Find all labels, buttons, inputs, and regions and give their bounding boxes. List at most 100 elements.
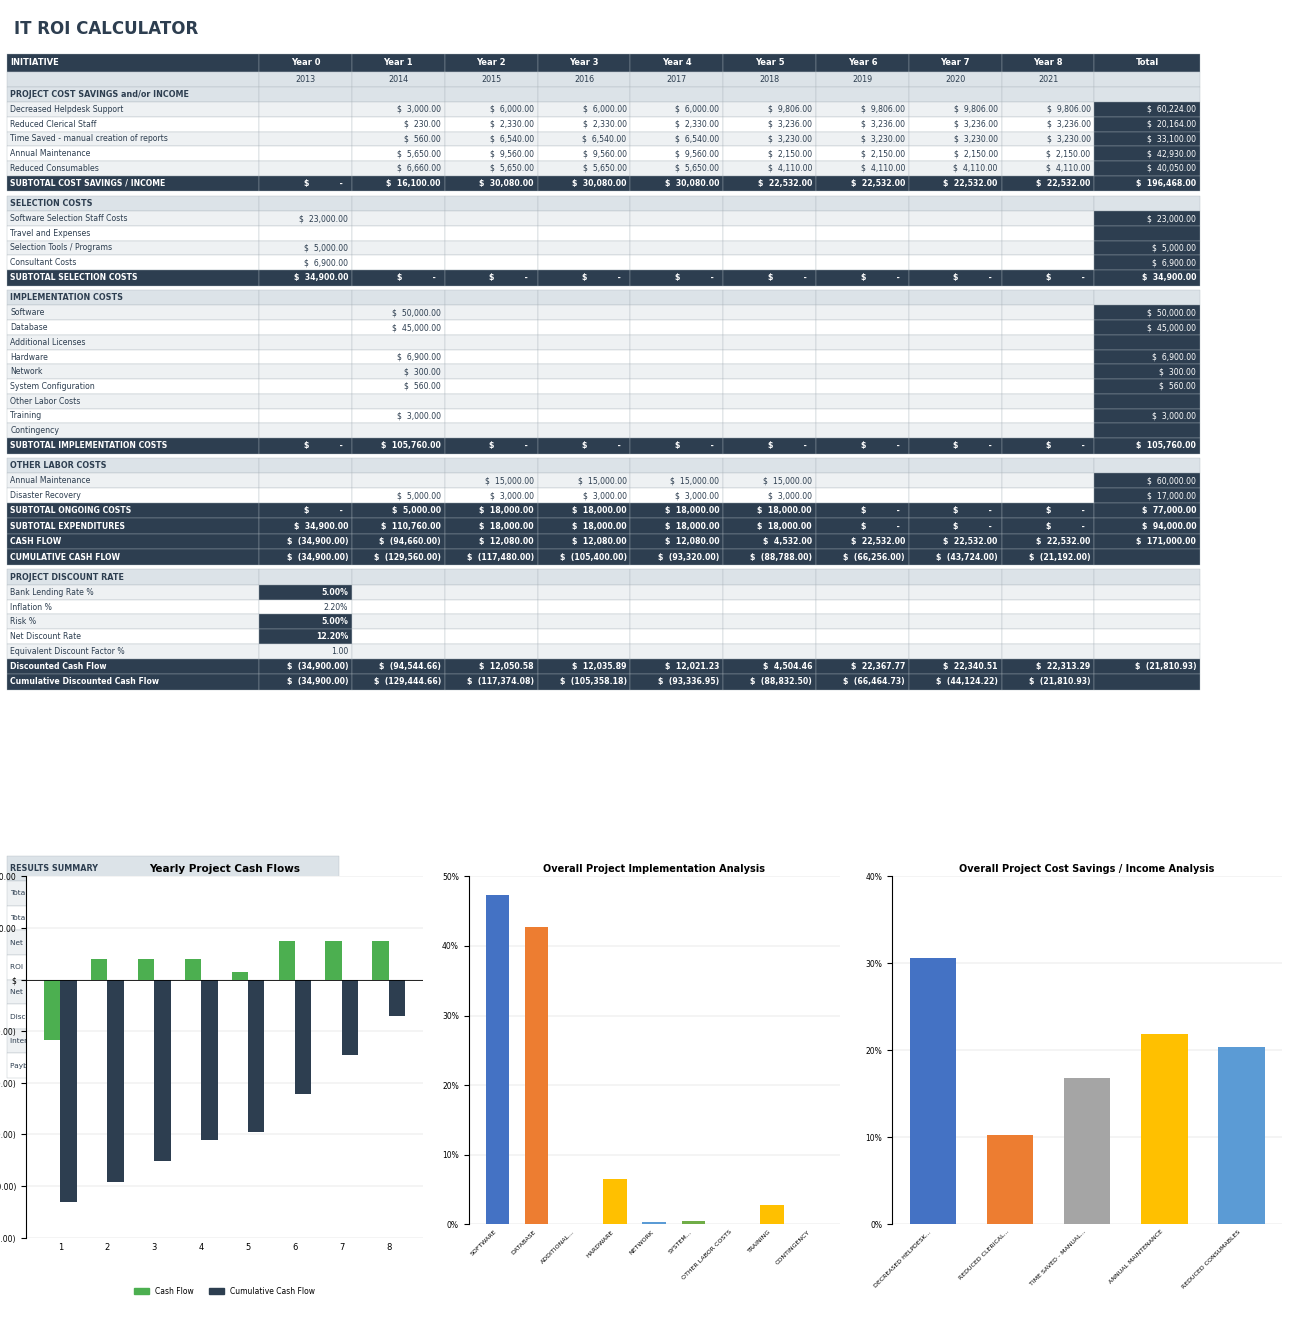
Text: $  300.00: $ 300.00 xyxy=(1160,367,1197,376)
Bar xyxy=(352,241,445,256)
Text: Year 5: Year 5 xyxy=(755,58,784,67)
Text: $  (117,480.00): $ (117,480.00) xyxy=(466,553,534,562)
Bar xyxy=(445,256,538,270)
Bar xyxy=(1095,503,1200,518)
Bar xyxy=(538,658,630,674)
Text: $  15,000.00: $ 15,000.00 xyxy=(763,476,812,486)
Bar xyxy=(445,585,538,599)
Bar xyxy=(723,320,816,334)
Bar xyxy=(816,334,909,349)
Bar xyxy=(1001,423,1095,438)
Text: $  3,230.00: $ 3,230.00 xyxy=(768,134,812,143)
Bar xyxy=(445,379,538,393)
Bar xyxy=(259,87,352,102)
Text: $  (94,660.00): $ (94,660.00) xyxy=(379,538,441,546)
Text: OTHER LABOR COSTS: OTHER LABOR COSTS xyxy=(10,462,107,470)
Bar xyxy=(909,305,1001,320)
Bar xyxy=(630,393,723,408)
Text: $           -: $ - xyxy=(1047,442,1091,451)
Text: $  3,236.00: $ 3,236.00 xyxy=(1047,119,1091,128)
Bar xyxy=(1095,161,1200,175)
Bar xyxy=(259,241,352,256)
Text: $  6,900.00: $ 6,900.00 xyxy=(1152,258,1197,268)
Bar xyxy=(538,334,630,349)
Bar xyxy=(259,349,352,364)
Text: Year 3: Year 3 xyxy=(569,58,599,67)
Bar xyxy=(909,488,1001,503)
Text: $  (129,560.00): $ (129,560.00) xyxy=(374,553,441,562)
Bar xyxy=(352,334,445,349)
Text: Network: Network xyxy=(10,367,43,376)
Bar xyxy=(538,674,630,689)
Bar xyxy=(682,1220,706,1224)
Text: $  9,560.00: $ 9,560.00 xyxy=(490,149,534,158)
Bar xyxy=(486,895,509,1224)
Bar xyxy=(1001,226,1095,241)
Bar xyxy=(816,146,909,161)
Bar xyxy=(352,379,445,393)
Bar xyxy=(909,438,1001,454)
Bar xyxy=(909,175,1001,191)
Text: $  18,000.00: $ 18,000.00 xyxy=(665,506,719,515)
Text: Database: Database xyxy=(10,322,48,332)
Bar xyxy=(538,585,630,599)
Bar xyxy=(909,585,1001,599)
Bar xyxy=(538,408,630,423)
Bar xyxy=(259,474,352,488)
Bar xyxy=(7,146,259,161)
Bar xyxy=(538,570,630,585)
Bar xyxy=(723,423,816,438)
Bar xyxy=(7,364,259,379)
Bar xyxy=(909,270,1001,285)
Bar xyxy=(816,474,909,488)
Bar xyxy=(816,270,909,285)
Bar xyxy=(1001,161,1095,175)
Bar xyxy=(91,959,107,979)
Bar xyxy=(7,658,259,674)
Bar xyxy=(1095,534,1200,550)
Bar xyxy=(352,161,445,175)
Bar xyxy=(723,599,816,614)
Bar xyxy=(352,72,445,87)
Text: ROI (after 5 years): ROI (after 5 years) xyxy=(10,963,78,970)
Text: $  22,532.00: $ 22,532.00 xyxy=(944,538,997,546)
Text: $  (43,724.00): $ (43,724.00) xyxy=(936,553,997,562)
Text: $  5,000.00: $ 5,000.00 xyxy=(1152,244,1197,253)
Text: $           -: $ - xyxy=(768,442,812,451)
Text: $  (93,320.00): $ (93,320.00) xyxy=(658,553,719,562)
Text: SUBTOTAL SELECTION COSTS: SUBTOTAL SELECTION COSTS xyxy=(10,273,138,282)
Bar xyxy=(259,570,352,585)
Bar xyxy=(445,226,538,241)
Bar xyxy=(909,87,1001,102)
Bar xyxy=(538,175,630,191)
Bar xyxy=(7,290,259,305)
Bar xyxy=(7,195,259,211)
Bar xyxy=(445,320,538,334)
Bar xyxy=(1001,674,1095,689)
Text: $  45,000.00: $ 45,000.00 xyxy=(1147,322,1197,332)
Bar xyxy=(816,393,909,408)
Bar xyxy=(723,211,816,226)
Bar xyxy=(7,408,259,423)
Bar xyxy=(352,614,445,629)
Bar xyxy=(7,393,259,408)
Text: $  230.00: $ 230.00 xyxy=(404,119,441,128)
Bar xyxy=(816,438,909,454)
Bar xyxy=(1064,1077,1111,1224)
Text: $  300.00: $ 300.00 xyxy=(404,367,441,376)
Bar xyxy=(1095,423,1200,438)
Bar xyxy=(909,550,1001,565)
Text: $           -: $ - xyxy=(768,273,812,282)
Bar xyxy=(630,644,723,658)
Bar xyxy=(1095,72,1200,87)
Text: $           -: $ - xyxy=(1047,273,1091,282)
Bar xyxy=(259,534,352,550)
Bar xyxy=(630,534,723,550)
Bar xyxy=(723,503,816,518)
Text: $  3,000.00: $ 3,000.00 xyxy=(490,491,534,500)
Bar xyxy=(352,629,445,644)
Bar xyxy=(1001,116,1095,131)
Bar xyxy=(372,941,389,979)
Text: Reduced Clerical Staff: Reduced Clerical Staff xyxy=(10,119,96,128)
Bar xyxy=(7,241,259,256)
